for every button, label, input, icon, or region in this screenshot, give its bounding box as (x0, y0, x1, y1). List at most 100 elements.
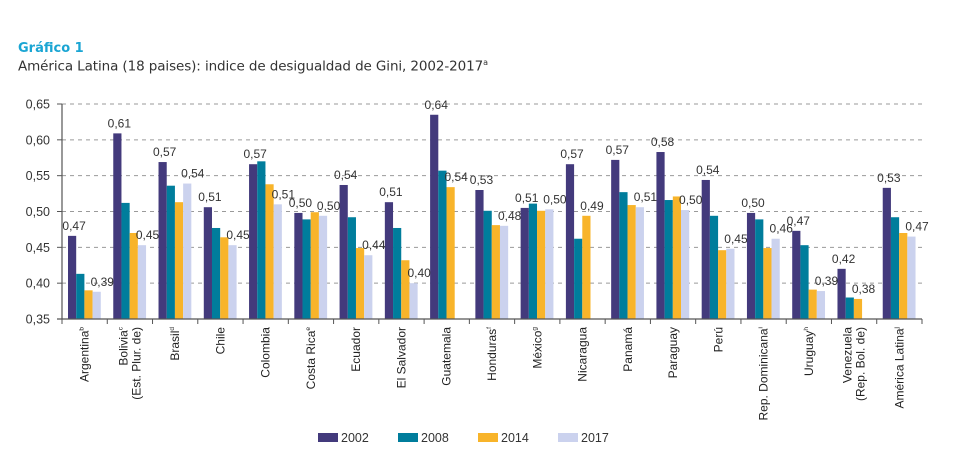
bar-2008 (347, 217, 356, 319)
category-label-text: Guatemala (440, 327, 454, 386)
bar-2008 (619, 192, 628, 319)
bar-2008 (528, 203, 538, 319)
chart-title-footnote: a (483, 58, 488, 67)
bar-2008 (755, 219, 764, 319)
bar-2014 (310, 212, 319, 319)
data-label: 0,48 (498, 209, 522, 223)
bar-2014 (355, 248, 365, 319)
bar-2014 (672, 196, 682, 319)
data-label: 0,61 (108, 116, 132, 130)
bar-2017 (228, 245, 237, 319)
bar-2014 (582, 215, 591, 319)
category-label: Perú (711, 327, 725, 352)
legend-swatch-2008 (398, 433, 418, 442)
data-label: 0,46 (770, 222, 794, 236)
data-label: 0,47 (62, 219, 86, 233)
chart-kicker: Gráfico 1 (18, 41, 84, 56)
bar-2017 (816, 291, 826, 319)
bar-2002 (430, 114, 439, 319)
bar-2008 (574, 238, 583, 319)
bar-2017 (726, 248, 735, 319)
category-label-text: Perú (711, 327, 725, 352)
data-label: 0,57 (153, 145, 177, 159)
category-label: Panamá (621, 327, 635, 372)
category-label: El Salvador (394, 327, 408, 388)
data-label: 0,45 (724, 232, 748, 246)
bar-2008 (257, 161, 266, 319)
data-label: 0,51 (198, 190, 222, 204)
category-label-text: Costa Rica (304, 330, 318, 389)
legend-swatch-2017 (558, 433, 578, 442)
data-label: 0,51 (515, 191, 539, 205)
bar-2008 (845, 297, 854, 319)
category-label: (Rep. Bol. de) (854, 327, 868, 401)
data-label: 0,50 (289, 196, 313, 210)
bar-2014 (220, 237, 229, 319)
bar-2014 (763, 248, 772, 319)
bar-2014 (84, 290, 93, 319)
bar-2008 (800, 245, 809, 319)
category-label: Uruguayh (802, 327, 816, 376)
bar-2017 (635, 207, 644, 319)
y-tick-label: 0,55 (26, 169, 50, 183)
category-label: Hondurasf (485, 327, 499, 381)
bar-2014 (627, 205, 636, 319)
category-label-text: Ecuador (349, 327, 363, 372)
bar-2014 (265, 184, 274, 319)
bar-2014 (174, 202, 184, 319)
bar-2002 (882, 187, 891, 319)
category-label: Paraguay (666, 327, 680, 378)
category-label: América Latinaj (892, 327, 906, 409)
bar-2017 (92, 291, 101, 319)
bar-2002 (701, 179, 710, 319)
category-label-text: El Salvador (394, 327, 408, 388)
bars (68, 114, 916, 319)
data-label: 0,51 (634, 190, 658, 204)
category-label-text: América Latina (892, 328, 906, 408)
data-label: 0,64 (425, 98, 449, 112)
legend-label: 2002 (341, 431, 369, 445)
category-label-text: Venezuela (841, 327, 855, 383)
category-label-text: (Est. Plur. de) (129, 327, 143, 400)
category-label: Nicaragua (576, 327, 590, 382)
category-footnote: g (531, 327, 538, 331)
bar-2017 (907, 236, 916, 319)
bar-2017 (409, 283, 418, 319)
legend-label: 2008 (421, 431, 449, 445)
bar-2002 (68, 235, 77, 319)
bar-2014 (808, 289, 817, 319)
category-label-text: Bolivia (116, 330, 130, 366)
bar-2002 (746, 212, 756, 319)
category-footnote: j (893, 327, 900, 329)
y-tick-label: 0,50 (26, 205, 50, 219)
bar-2014 (401, 260, 410, 319)
bar-2002 (837, 268, 846, 319)
category-footnote: b (79, 327, 86, 331)
bar-2008 (302, 219, 311, 319)
category-label: Guatemala (440, 327, 454, 386)
data-label: 0,50 (317, 199, 341, 213)
category-label-text: Panamá (621, 327, 635, 372)
data-label: 0,50 (543, 192, 567, 206)
bar-2014 (853, 298, 863, 319)
bar-2008 (166, 185, 175, 319)
category-footnote: e (305, 327, 312, 331)
category-footnote: d (169, 327, 176, 331)
category-label: Argentinab (78, 327, 92, 382)
data-label: 0,45 (226, 228, 250, 242)
bar-2014 (718, 250, 727, 319)
data-label: 0,58 (651, 135, 675, 149)
bar-2002 (475, 190, 484, 319)
bar-2002 (158, 162, 167, 319)
data-label: 0,40 (407, 266, 431, 280)
data-label: 0,44 (362, 238, 386, 252)
bar-2008 (483, 210, 492, 319)
category-label-text: (Rep. Bol. de) (854, 327, 868, 401)
bar-2014 (899, 233, 908, 319)
data-label: 0,45 (136, 228, 160, 242)
category-label-text: México (530, 330, 544, 368)
bar-2017 (771, 238, 780, 319)
bar-2017 (183, 183, 192, 319)
data-label: 0,38 (852, 282, 876, 296)
